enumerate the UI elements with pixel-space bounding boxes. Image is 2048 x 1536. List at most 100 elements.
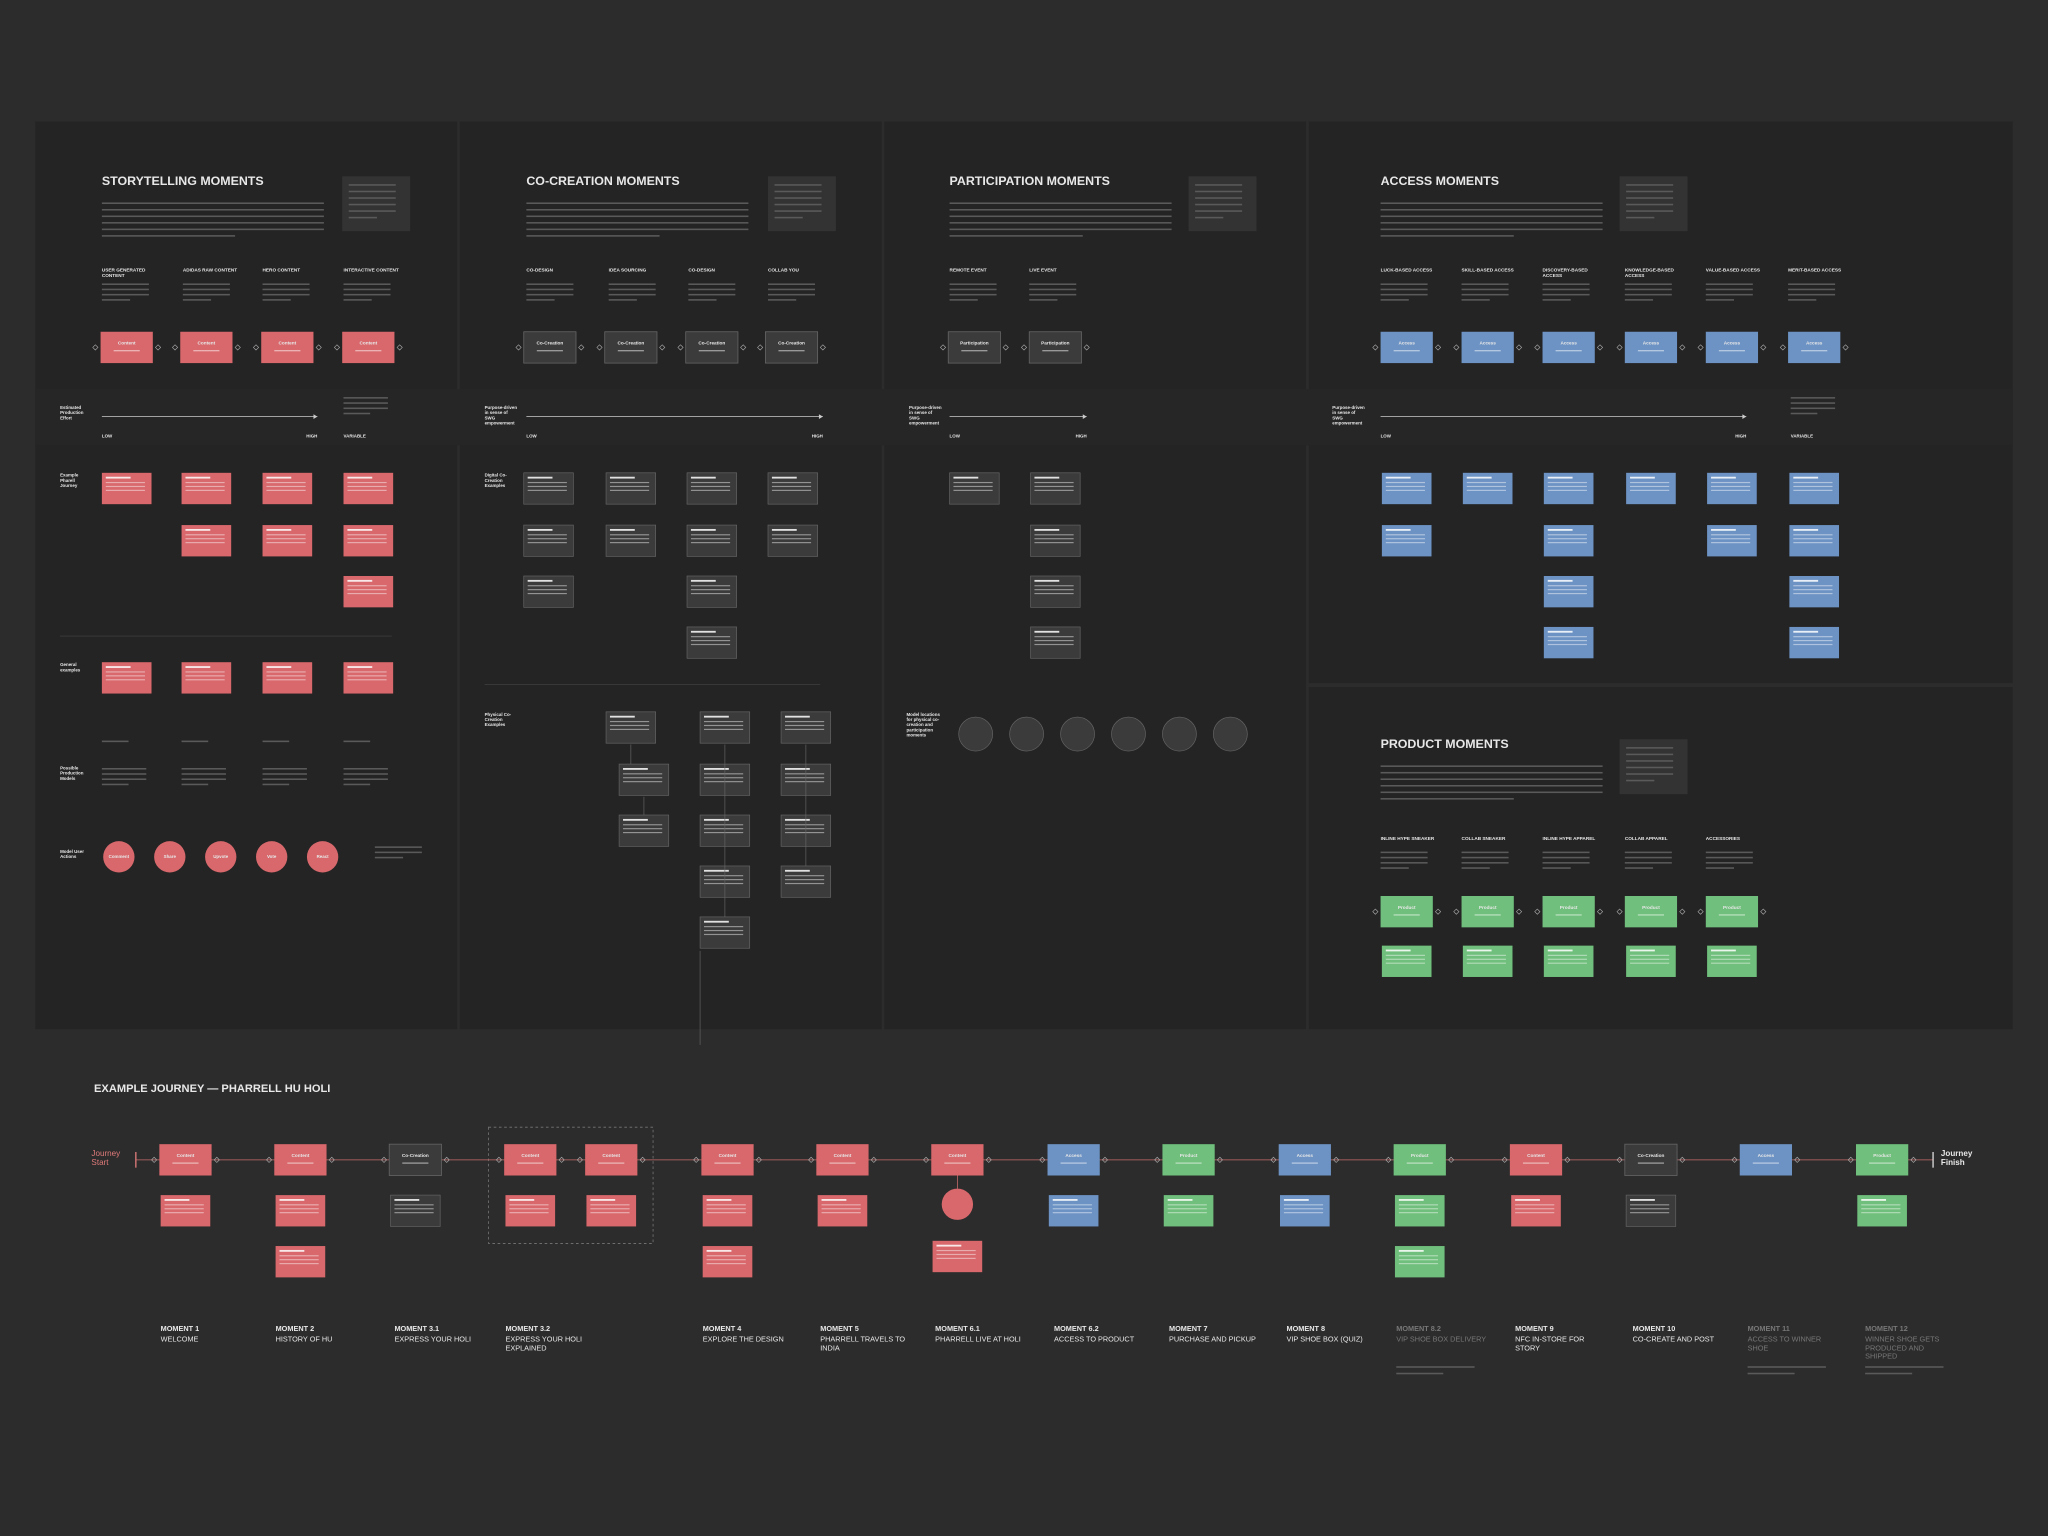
card-text — [1034, 538, 1074, 540]
text-placeholder — [1705, 856, 1753, 859]
text-placeholder — [1626, 766, 1674, 769]
text-placeholder — [1626, 773, 1674, 775]
node-sublabel — [1718, 350, 1745, 352]
text-placeholder — [343, 768, 388, 770]
card-title — [164, 1199, 190, 1201]
node-label: Participation — [960, 341, 989, 346]
node-sublabel — [1474, 350, 1501, 352]
card-text — [266, 538, 306, 540]
text-placeholder — [1461, 856, 1509, 859]
column-header: REMOTE EVENT — [949, 267, 987, 273]
card-text — [609, 720, 650, 723]
node-label: Content — [719, 1153, 737, 1158]
node-label: Product — [1873, 1153, 1891, 1158]
card-text — [1793, 585, 1833, 587]
node-sublabel — [1637, 350, 1664, 352]
card-text — [1385, 481, 1425, 484]
card-title — [185, 476, 211, 479]
moment-name-box: EXPRESS YOUR HOLI EXPLAINED — [505, 1336, 582, 1353]
column-header-box: HERO CONTENT — [263, 268, 301, 273]
card-text — [706, 1204, 746, 1206]
card-text — [1385, 538, 1425, 540]
card-text — [1861, 1212, 1901, 1214]
text-placeholder — [1396, 1372, 1444, 1375]
card-text — [164, 1212, 204, 1214]
card-text — [1466, 954, 1506, 956]
text-placeholder — [181, 778, 226, 781]
card-text — [1398, 1259, 1439, 1261]
text-placeholder — [526, 222, 749, 224]
text-placeholder — [526, 208, 749, 211]
moment-node — [1856, 1144, 1909, 1176]
text-placeholder — [1380, 791, 1603, 794]
text-placeholder — [1626, 216, 1655, 219]
axis-low: LOW — [1381, 433, 1392, 438]
node-label: Product — [1642, 905, 1660, 910]
journey-start: Journey Start — [91, 1149, 121, 1169]
card-text — [784, 828, 825, 830]
card-text — [704, 773, 744, 775]
card-text — [1547, 585, 1587, 587]
text-placeholder — [1380, 202, 1603, 205]
axis-arrow — [1742, 414, 1747, 420]
node-label: Access — [1065, 1153, 1082, 1158]
text-placeholder — [1380, 293, 1428, 296]
connector — [333, 344, 341, 351]
node-sublabel — [113, 350, 140, 352]
card-text — [394, 1212, 434, 1214]
text-placeholder — [1705, 288, 1753, 291]
moment-number-box: MOMENT 9 — [1515, 1326, 1554, 1334]
connector — [740, 344, 747, 351]
moment-name: ACCESS TO WINNER SHOE — [1747, 1336, 1822, 1353]
moment-node — [523, 331, 577, 364]
connector — [1616, 344, 1623, 351]
card-title — [1515, 1199, 1540, 1201]
moment-name: EXPLORE THE DESIGN — [702, 1336, 784, 1344]
axis-caption: Purpose-driven in sense of SWG empowerme… — [909, 404, 942, 427]
moment-number: MOMENT 5 — [820, 1325, 859, 1334]
node-label: Content — [359, 341, 377, 346]
card-text — [936, 1253, 976, 1256]
card-text — [704, 875, 744, 877]
column-header: DISCOVERY-BASED ACCESS — [1542, 267, 1588, 279]
card-title — [1466, 949, 1492, 952]
node-sublabel — [1393, 914, 1420, 916]
moment-node — [100, 331, 153, 364]
card-title — [623, 768, 648, 770]
card-title — [690, 630, 716, 633]
text-placeholder — [1461, 299, 1490, 301]
card-text — [266, 671, 306, 673]
connector — [328, 1156, 335, 1163]
connector — [1434, 908, 1442, 915]
moment-node — [1705, 896, 1759, 928]
node-sublabel — [1474, 914, 1501, 916]
moment-number: MOMENT 4 — [702, 1325, 742, 1334]
card-text — [1466, 958, 1506, 960]
card-title — [771, 528, 797, 531]
text-placeholder — [1705, 867, 1735, 869]
card-title — [185, 666, 211, 668]
moment-number-box: MOMENT 8.2 — [1396, 1326, 1441, 1334]
card-text — [706, 1259, 746, 1261]
card-title — [590, 1199, 616, 1201]
card-text — [784, 824, 825, 826]
row-label-box: General examples — [60, 662, 80, 673]
node-sublabel — [617, 350, 644, 352]
text-placeholder — [1195, 197, 1243, 199]
text-placeholder — [182, 288, 230, 291]
card-text — [704, 929, 744, 932]
card-text — [164, 1204, 204, 1206]
card-text — [1466, 962, 1506, 964]
journey-finish: Journey Finish — [1940, 1149, 1973, 1169]
card-text — [105, 671, 145, 673]
node-label: Co-Creation — [617, 341, 644, 346]
card-text — [590, 1212, 630, 1214]
card-text — [690, 585, 731, 587]
moment-node — [180, 331, 233, 364]
card-text — [771, 481, 812, 484]
text-placeholder — [1380, 288, 1428, 291]
card-title — [706, 1199, 732, 1201]
node-sublabel — [1869, 1162, 1896, 1164]
card-text — [623, 832, 663, 834]
card-text — [1793, 643, 1833, 646]
